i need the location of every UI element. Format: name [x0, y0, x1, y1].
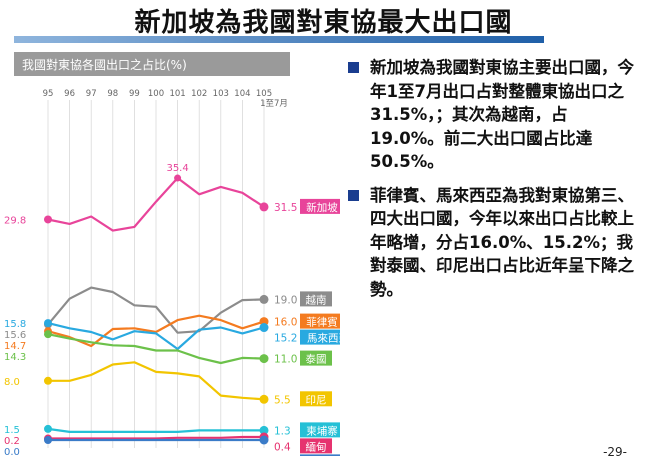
series-name-label: 緬甸	[306, 440, 327, 453]
series-name-label: 印尼	[306, 394, 327, 406]
series-name-label: 柬埔寨	[306, 424, 338, 437]
x-tick-label: 100	[148, 89, 164, 99]
series-end-value: 19.0	[274, 294, 297, 306]
series-end-value: 0.4	[274, 441, 291, 453]
series-end-value: 16.0	[274, 317, 297, 329]
series-start-marker	[44, 436, 52, 444]
series-start-marker	[44, 215, 52, 224]
series-end-marker	[259, 323, 269, 333]
chart-header-bar: 我國對東協各國出口之占比(%)	[14, 52, 290, 76]
series-start-value: 0.2	[4, 436, 20, 447]
bullet-text: 菲律賓、馬來西亞為我對東協第三、四大出口國，今年以來出口占比較上年略增，分占16…	[370, 185, 634, 299]
series-end-value: 5.5	[274, 394, 291, 406]
series-end-value: 1.3	[274, 425, 291, 437]
x-tick-label: 105	[256, 89, 272, 99]
series-end-value: 11.0	[274, 354, 297, 366]
series-start-value: 14.3	[4, 352, 26, 363]
series-line	[48, 435, 264, 440]
series-end-marker	[259, 294, 269, 304]
series-line	[48, 361, 265, 401]
bullet-square-icon	[348, 62, 359, 73]
series-start-marker	[44, 330, 52, 339]
series-line	[47, 322, 265, 351]
series-name-box	[300, 329, 340, 345]
series-name-label: 馬來西亞	[307, 333, 340, 345]
x-tick-label: 95	[43, 89, 54, 99]
bullet-item: 菲律賓、馬來西亞為我對東協第三、四大出口國，今年以來出口占比較上年略增，分占16…	[346, 184, 636, 302]
x-tick-sublabel: 1至7月	[260, 99, 288, 109]
series-name-box	[300, 422, 340, 438]
bullet-square-icon	[348, 189, 359, 201]
series-start-value: 14.7	[4, 341, 26, 352]
x-tick-label: 97	[86, 89, 97, 99]
series-name-box	[300, 291, 332, 307]
x-tick-label: 102	[191, 89, 207, 99]
series-start-marker	[44, 376, 52, 385]
series-name-label: 新加坡	[306, 201, 338, 214]
series-start-value: 8.0	[4, 377, 20, 388]
series-name-box	[300, 391, 332, 407]
x-tick-label: 103	[213, 89, 229, 99]
series-start-value: 29.8	[4, 215, 26, 226]
series-name-label: 菲律賓	[306, 316, 338, 329]
series-end-marker	[259, 435, 269, 445]
series-name-box	[300, 198, 340, 214]
page-number: -29-	[603, 445, 627, 459]
x-tick-label: 101	[169, 89, 185, 99]
series-end-marker	[259, 202, 269, 212]
series-name-label: 越南	[306, 293, 327, 306]
x-tick-label: 104	[234, 89, 250, 99]
series-end-marker	[259, 425, 269, 435]
series-end-marker	[259, 394, 269, 404]
series-end-value: 31.5	[274, 202, 297, 214]
series-peak-value: 35.4	[166, 163, 188, 174]
series-peak-marker	[174, 174, 182, 182]
series-line	[47, 286, 265, 334]
series-name-box	[300, 454, 340, 456]
series-start-marker	[44, 424, 52, 433]
series-line	[47, 427, 264, 433]
x-tick-label: 98	[107, 89, 118, 99]
bullet-text: 新加坡為我國對東協主要出口國，今年1至7月出口占對整體東協出口之31.5%，；其…	[370, 58, 634, 171]
series-start-value: 15.8	[4, 319, 26, 330]
series-name-box	[300, 313, 340, 329]
x-tick-label: 96	[64, 89, 75, 99]
series-line	[47, 314, 265, 348]
series-line	[47, 333, 265, 365]
series-start-marker	[44, 319, 52, 328]
title-underline	[14, 36, 544, 43]
series-start-value: 0.0	[4, 447, 20, 456]
series-start-value: 15.6	[4, 330, 26, 341]
series-name-box	[300, 438, 332, 454]
series-start-value: 1.5	[4, 425, 20, 436]
series-end-marker	[259, 354, 269, 364]
series-end-value: 15.2	[274, 333, 297, 345]
series-line	[47, 176, 265, 232]
chart-title: 我國對東協各國出口之占比(%)	[22, 58, 187, 72]
bullet-list: 新加坡為我國對東協主要出口國，今年1至7月出口占對整體東協出口之31.5%，；其…	[346, 56, 636, 311]
series-name-box	[300, 350, 332, 366]
series-name-label: 泰國	[306, 353, 327, 366]
x-tick-label: 99	[129, 89, 140, 99]
bullet-item: 新加坡為我國對東協主要出口國，今年1至7月出口占對整體東協出口之31.5%，；其…	[346, 56, 636, 174]
page-title: 新加坡為我國對東協最大出口國	[134, 8, 513, 38]
